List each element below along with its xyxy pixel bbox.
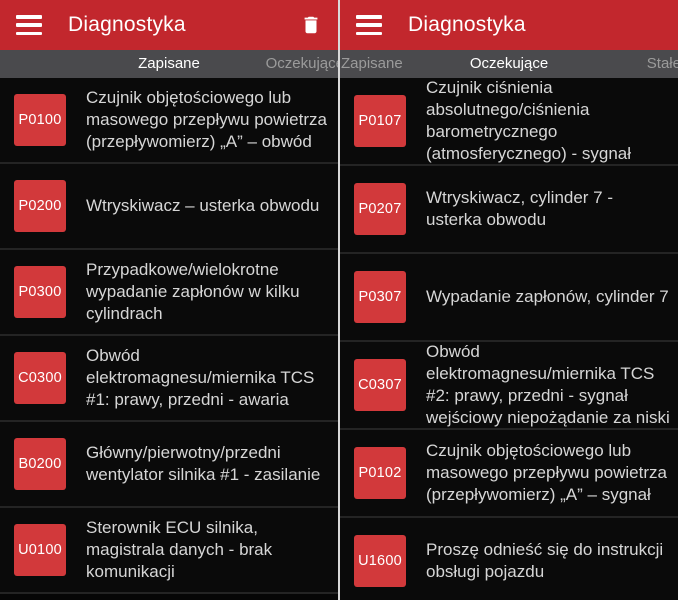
dtc-code-badge: P0102 <box>354 447 406 499</box>
dtc-list-item[interactable]: P0300 Przypadkowe/wielokrotne wypadanie … <box>0 250 338 336</box>
screen-pending-codes: Diagnostyka Zapisane Oczekujące Stałe P0… <box>340 0 678 600</box>
dtc-code-badge: P0307 <box>354 271 406 323</box>
dtc-code-badge: U1600 <box>354 535 406 587</box>
dtc-description: Obwód elektromagnesu/miernika TCS #1: pr… <box>86 346 315 409</box>
tab-zapisane[interactable]: Zapisane <box>138 55 200 72</box>
dtc-code-badge: U0100 <box>14 524 66 576</box>
dtc-description: Czujnik ciśnienia absolutnego/ciśnienia … <box>426 78 632 163</box>
dtc-list-item[interactable]: B0200 Główny/pierwotny/przedni wentylato… <box>0 422 338 508</box>
dtc-code-badge: P0107 <box>354 95 406 147</box>
delete-button[interactable] <box>300 13 322 37</box>
dtc-code-badge: C0300 <box>14 352 66 404</box>
dtc-list-item[interactable]: P0100 Czujnik objętościowego lub masoweg… <box>0 78 338 164</box>
dtc-code-badge: P0200 <box>14 180 66 232</box>
dtc-code-list: P0107 Czujnik ciśnienia absolutnego/ciśn… <box>340 78 678 600</box>
tab-strip: Zapisane Oczekujące <box>0 50 338 78</box>
menu-button[interactable] <box>16 15 42 35</box>
dtc-list-item[interactable]: U0100 Sterownik ECU silnika, magistrala … <box>0 508 338 594</box>
menu-button[interactable] <box>356 15 382 35</box>
dtc-list-item[interactable]: P0207 Wtryskiwacz, cylinder 7 - usterka … <box>340 166 678 254</box>
dtc-code-badge: P0207 <box>354 183 406 235</box>
dtc-description: Wtryskiwacz, cylinder 7 - usterka obwodu <box>426 188 614 229</box>
page-title: Diagnostyka <box>408 13 526 36</box>
tab-strip: Zapisane Oczekujące Stałe <box>340 50 678 78</box>
dtc-code-badge: P0300 <box>14 266 66 318</box>
tab-oczekujace[interactable]: Oczekujące <box>469 55 549 72</box>
dtc-list-item[interactable]: P0102 Czujnik objętościowego lub masoweg… <box>340 430 678 518</box>
dtc-code-badge: C0307 <box>354 359 406 411</box>
dtc-description: Przypadkowe/wielokrotne wypadanie zapłon… <box>86 260 300 323</box>
dtc-description: Wypadanie zapłonów, cylinder 7 <box>426 287 669 306</box>
dtc-description: Czujnik objętościowego lub masowego prze… <box>426 441 667 504</box>
page-title: Diagnostyka <box>68 13 186 36</box>
dtc-list-item[interactable]: C0307 Obwód elektromagnesu/miernika TCS … <box>340 342 678 430</box>
tab-stale[interactable]: Stałe <box>646 55 678 72</box>
screen-saved-codes: Diagnostyka Zapisane Oczekujące P0100 Cz… <box>0 0 338 600</box>
dtc-description: Obwód elektromagnesu/miernika TCS #2: pr… <box>426 342 670 427</box>
hamburger-menu-icon <box>16 15 42 19</box>
dtc-list-item[interactable]: U1600 Proszę odnieść się do instrukcji o… <box>340 518 678 600</box>
dtc-code-badge: P0100 <box>14 94 66 146</box>
dtc-list-item[interactable]: P0200 Wtryskiwacz – usterka obwodu <box>0 164 338 250</box>
app-bar: Diagnostyka <box>0 0 338 50</box>
dtc-description: Główny/pierwotny/przedni wentylator siln… <box>86 443 321 484</box>
dtc-list-item[interactable]: C0300 Obwód elektromagnesu/miernika TCS … <box>0 336 338 422</box>
dtc-code-badge: B0200 <box>14 438 66 490</box>
dtc-list-item[interactable]: P0307 Wypadanie zapłonów, cylinder 7 <box>340 254 678 342</box>
trash-icon <box>304 16 318 34</box>
dtc-description: Wtryskiwacz – usterka obwodu <box>86 196 320 215</box>
dtc-list-item[interactable]: P0107 Czujnik ciśnienia absolutnego/ciśn… <box>340 78 678 166</box>
dtc-code-list: P0100 Czujnik objętościowego lub masoweg… <box>0 78 338 594</box>
screenshot-divider <box>338 0 340 600</box>
dtc-description: Proszę odnieść się do instrukcji obsługi… <box>426 540 664 581</box>
dtc-description: Czujnik objętościowego lub masowego prze… <box>86 88 327 151</box>
tab-zapisane[interactable]: Zapisane <box>341 55 403 72</box>
app-bar: Diagnostyka <box>340 0 678 50</box>
tab-oczekujace[interactable]: Oczekujące <box>265 55 338 72</box>
hamburger-menu-icon <box>356 15 382 19</box>
dtc-description: Sterownik ECU silnika, magistrala danych… <box>86 518 273 581</box>
